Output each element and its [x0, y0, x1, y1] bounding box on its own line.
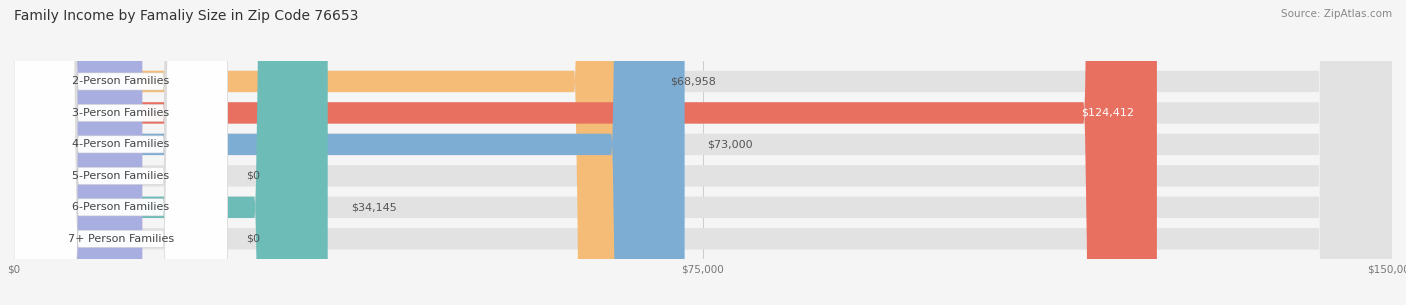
- FancyBboxPatch shape: [14, 0, 685, 305]
- FancyBboxPatch shape: [14, 0, 648, 305]
- Text: 6-Person Families: 6-Person Families: [72, 202, 169, 212]
- FancyBboxPatch shape: [14, 0, 1392, 305]
- FancyBboxPatch shape: [14, 0, 228, 305]
- Text: $73,000: $73,000: [707, 139, 754, 149]
- Text: $34,145: $34,145: [350, 202, 396, 212]
- Text: $0: $0: [246, 234, 260, 244]
- FancyBboxPatch shape: [14, 0, 1392, 305]
- FancyBboxPatch shape: [14, 0, 228, 305]
- FancyBboxPatch shape: [14, 0, 228, 305]
- FancyBboxPatch shape: [14, 0, 142, 305]
- Text: 2-Person Families: 2-Person Families: [72, 77, 170, 86]
- Text: Family Income by Famaliy Size in Zip Code 76653: Family Income by Famaliy Size in Zip Cod…: [14, 9, 359, 23]
- FancyBboxPatch shape: [14, 0, 228, 305]
- Text: $0: $0: [246, 171, 260, 181]
- Text: 5-Person Families: 5-Person Families: [72, 171, 169, 181]
- Text: $124,412: $124,412: [1081, 108, 1133, 118]
- FancyBboxPatch shape: [14, 0, 1392, 305]
- FancyBboxPatch shape: [14, 0, 328, 305]
- Text: $68,958: $68,958: [671, 77, 716, 86]
- Text: 7+ Person Families: 7+ Person Families: [67, 234, 174, 244]
- FancyBboxPatch shape: [14, 0, 228, 305]
- FancyBboxPatch shape: [14, 0, 228, 305]
- FancyBboxPatch shape: [14, 0, 1392, 305]
- FancyBboxPatch shape: [14, 0, 1157, 305]
- Text: 3-Person Families: 3-Person Families: [72, 108, 169, 118]
- FancyBboxPatch shape: [14, 0, 142, 305]
- Text: 4-Person Families: 4-Person Families: [72, 139, 170, 149]
- FancyBboxPatch shape: [14, 0, 1392, 305]
- Text: Source: ZipAtlas.com: Source: ZipAtlas.com: [1281, 9, 1392, 19]
- FancyBboxPatch shape: [14, 0, 1392, 305]
